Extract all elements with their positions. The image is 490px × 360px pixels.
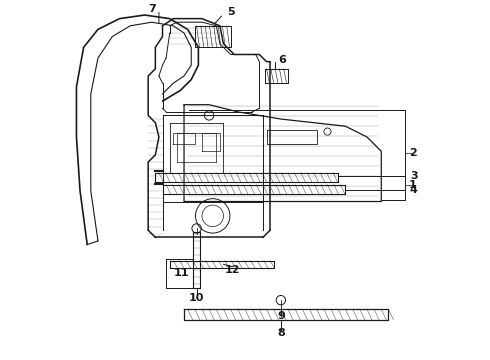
Text: 6: 6 (279, 55, 287, 65)
Text: 3: 3 (410, 171, 417, 181)
Text: 1: 1 (409, 180, 416, 190)
Text: 5: 5 (227, 7, 235, 17)
Text: 7: 7 (148, 4, 156, 14)
Text: 2: 2 (409, 148, 416, 158)
Text: 11: 11 (173, 268, 189, 278)
Text: 9: 9 (277, 311, 285, 321)
Text: 12: 12 (225, 265, 240, 275)
Text: 4: 4 (410, 185, 418, 195)
Text: 10: 10 (189, 293, 204, 303)
Text: 8: 8 (277, 328, 285, 338)
